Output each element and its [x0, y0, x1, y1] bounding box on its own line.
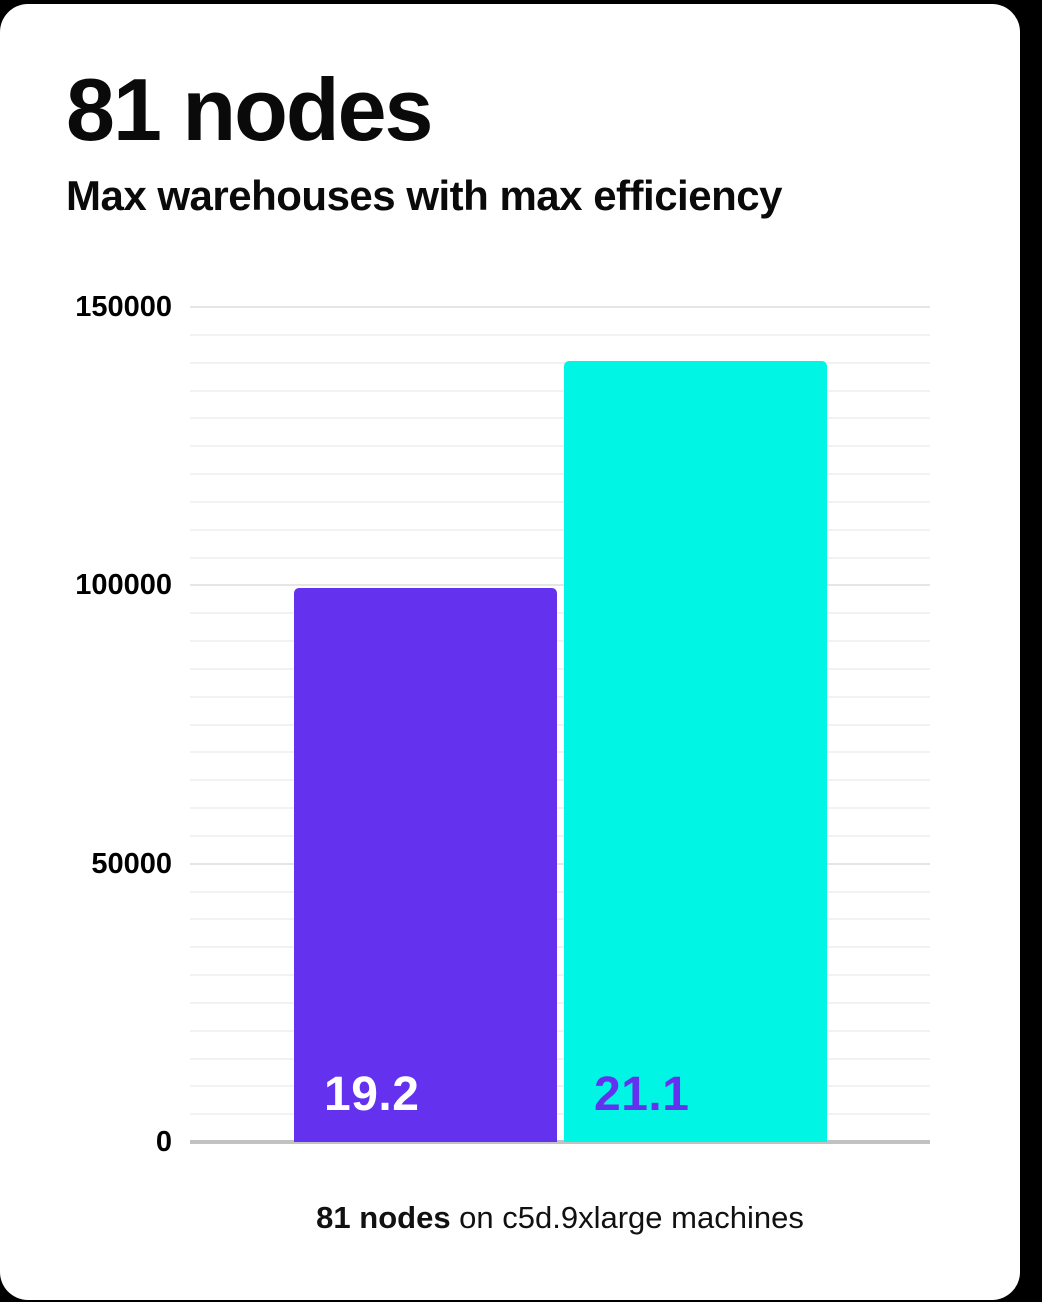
chart-subtitle: Max warehouses with max efficiency	[66, 172, 782, 219]
major-gridline	[190, 862, 930, 865]
minor-gridline	[190, 946, 930, 949]
minor-gridline	[190, 1001, 930, 1004]
y-axis: 0 50000 100000 150000	[0, 291, 172, 1158]
minor-gridline	[190, 333, 930, 336]
minor-gridline	[190, 528, 930, 531]
minor-gridline	[190, 918, 930, 921]
caption-regular-text: on c5d.9xlarge machines	[450, 1200, 804, 1235]
minor-gridline	[190, 667, 930, 670]
chart-caption: 81 nodes on c5d.9xlarge machines	[190, 1200, 930, 1236]
minor-gridline	[190, 723, 930, 726]
y-axis-tick-label: 100000	[75, 569, 172, 602]
minor-gridline	[190, 890, 930, 893]
minor-gridline	[190, 640, 930, 642]
minor-gridline	[190, 612, 930, 615]
minor-gridline	[190, 1085, 930, 1088]
minor-gridline	[190, 417, 930, 420]
minor-gridline	[190, 807, 930, 809]
chart-title: 81 nodes	[66, 60, 433, 159]
minor-gridline	[190, 389, 930, 392]
minor-gridline	[190, 974, 930, 976]
minor-gridline	[190, 695, 930, 698]
plot-area: 19.2 21.1	[190, 306, 930, 1144]
minor-gridline	[190, 751, 930, 754]
minor-gridline	[190, 473, 930, 475]
bar-value-label: 21.1	[594, 1068, 690, 1121]
minor-gridline	[190, 834, 930, 837]
y-axis-tick-label: 150000	[75, 291, 172, 323]
caption-bold-text: 81 nodes	[316, 1200, 451, 1235]
bar-bar-1: 19.2	[294, 588, 557, 1142]
bar-bar-2: 21.1	[564, 361, 827, 1142]
major-gridline	[190, 584, 930, 587]
major-gridline	[190, 306, 930, 308]
minor-gridline	[190, 1057, 930, 1060]
minor-gridline	[190, 779, 930, 782]
minor-gridline	[190, 1029, 930, 1032]
bar-value-label: 19.2	[324, 1068, 420, 1121]
minor-gridline	[190, 1113, 930, 1116]
minor-gridline	[190, 556, 930, 559]
minor-gridline	[190, 361, 930, 364]
minor-gridline	[190, 500, 930, 503]
minor-gridline	[190, 445, 930, 448]
y-axis-tick-label: 0	[155, 1126, 172, 1158]
chart-card: 81 nodes Max warehouses with max efficie…	[0, 4, 1020, 1300]
y-axis-tick-label: 50000	[91, 847, 172, 880]
x-axis-line	[190, 1140, 930, 1144]
